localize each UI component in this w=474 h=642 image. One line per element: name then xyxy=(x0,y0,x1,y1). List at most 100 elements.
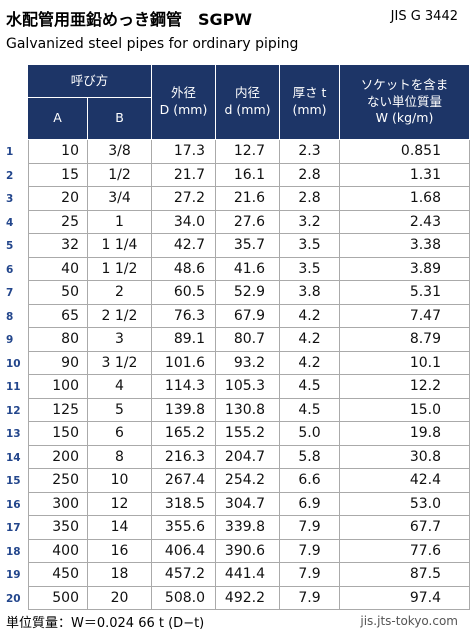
header-line: 厚さ t xyxy=(292,85,327,101)
table-cell: 6.9 xyxy=(280,492,340,516)
table-cell: 27.6 xyxy=(216,210,280,234)
table-cell: 16 xyxy=(88,539,152,563)
table-cell: 34.0 xyxy=(152,210,216,234)
table-cell: 1/2 xyxy=(88,163,152,187)
table-cell: 42.4 xyxy=(340,469,470,493)
table-cell: 21.7 xyxy=(152,163,216,187)
title: 水配管用亜鉛めっき鋼管 SGPW xyxy=(6,10,253,29)
table-cell: 139.8 xyxy=(152,398,216,422)
header-line: ない単位質量 xyxy=(366,93,442,109)
header-line: 内径 xyxy=(234,85,260,101)
table-cell: 4.5 xyxy=(280,375,340,399)
row-number: 7 xyxy=(6,287,14,299)
table-cell: 10 xyxy=(88,469,152,493)
table-cell: 2.8 xyxy=(280,163,340,187)
table-cell: 80 xyxy=(28,328,88,352)
table-cell: 130.8 xyxy=(216,398,280,422)
table-cell: 2.43 xyxy=(340,210,470,234)
table-cell: 7.9 xyxy=(280,586,340,610)
table-cell: 10 xyxy=(28,140,88,164)
table-cell: 97.4 xyxy=(340,586,470,610)
table-cell: 40 xyxy=(28,257,88,281)
table-cell: 20 xyxy=(88,586,152,610)
table-cell: 4.5 xyxy=(280,398,340,422)
sub-header: A xyxy=(28,98,88,140)
table-cell: 3.8 xyxy=(280,281,340,305)
table-cell: 304.7 xyxy=(216,492,280,516)
row-number: 10 xyxy=(6,357,21,370)
table-cell: 6 xyxy=(88,422,152,446)
table-cell: 339.8 xyxy=(216,516,280,540)
table-cell: 4.2 xyxy=(280,351,340,375)
table-cell: 89.1 xyxy=(152,328,216,352)
table-cell: 5.0 xyxy=(280,422,340,446)
table-cell: 5 xyxy=(88,398,152,422)
table-cell: 2 1/2 xyxy=(88,304,152,328)
row-number: 19 xyxy=(6,569,21,581)
row-number: 18 xyxy=(6,545,21,558)
table-cell: 200 xyxy=(28,445,88,469)
table-cell: 155.2 xyxy=(216,422,280,446)
table-cell: 5.31 xyxy=(340,281,470,305)
table-cell: 67.7 xyxy=(340,516,470,540)
table-cell: 500 xyxy=(28,586,88,610)
table-cell: 125 xyxy=(28,398,88,422)
table-cell: 0.851 xyxy=(340,140,470,164)
table-cell: 52.9 xyxy=(216,281,280,305)
header-line: d (mm) xyxy=(224,102,271,117)
row-number: 12 xyxy=(6,404,21,417)
table-cell: 441.4 xyxy=(216,563,280,587)
table-cell: 3/8 xyxy=(88,140,152,164)
header-line: (mm) xyxy=(292,102,327,117)
table-cell: 3 xyxy=(88,328,152,352)
table-cell: 42.7 xyxy=(152,234,216,258)
table-cell: 1.68 xyxy=(340,187,470,211)
row-number: 8 xyxy=(6,310,14,323)
subtitle: Galvanized steel pipes for ordinary pipi… xyxy=(6,36,299,52)
table-cell: 17.3 xyxy=(152,140,216,164)
table-cell: 21.6 xyxy=(216,187,280,211)
table-cell: 492.2 xyxy=(216,586,280,610)
table-cell: 216.3 xyxy=(152,445,216,469)
table-cell: 2.3 xyxy=(280,140,340,164)
table-cell: 150 xyxy=(28,422,88,446)
table-cell: 7.47 xyxy=(340,304,470,328)
table-cell: 60.5 xyxy=(152,281,216,305)
table-cell: 15 xyxy=(28,163,88,187)
table-cell: 1.31 xyxy=(340,163,470,187)
table-cell: 7.9 xyxy=(280,563,340,587)
row-number: 1 xyxy=(6,146,14,158)
table-cell: 2 xyxy=(88,281,152,305)
table-cell: 7.9 xyxy=(280,516,340,540)
table-cell: 19.8 xyxy=(340,422,470,446)
table-cell: 3.38 xyxy=(340,234,470,258)
header-line: 外径 xyxy=(170,85,196,101)
column-header: 外径 D (mm) xyxy=(152,65,216,140)
table-cell: 10.1 xyxy=(340,351,470,375)
table-cell: 7.9 xyxy=(280,539,340,563)
table-cell: 390.6 xyxy=(216,539,280,563)
table-cell: 80.7 xyxy=(216,328,280,352)
column-header: 厚さ t (mm) xyxy=(280,65,340,140)
header-line: ソケットを含ま xyxy=(360,76,449,92)
table-cell: 204.7 xyxy=(216,445,280,469)
table-cell: 4.2 xyxy=(280,328,340,352)
table-cell: 3.5 xyxy=(280,234,340,258)
table-cell: 100 xyxy=(28,375,88,399)
table-cell: 6.6 xyxy=(280,469,340,493)
table-cell: 41.6 xyxy=(216,257,280,281)
table-cell: 87.5 xyxy=(340,563,470,587)
table-cell: 20 xyxy=(28,187,88,211)
table-cell: 406.4 xyxy=(152,539,216,563)
table-cell: 105.3 xyxy=(216,375,280,399)
table-cell: 15.0 xyxy=(340,398,470,422)
table-cell: 4 xyxy=(88,375,152,399)
group-header: 呼び方 xyxy=(28,65,152,98)
table-cell: 50 xyxy=(28,281,88,305)
table-cell: 18 xyxy=(88,563,152,587)
table-cell: 5.8 xyxy=(280,445,340,469)
table-cell: 14 xyxy=(88,516,152,540)
header-line: D (mm) xyxy=(159,102,208,117)
table-cell: 400 xyxy=(28,539,88,563)
table-cell: 508.0 xyxy=(152,586,216,610)
